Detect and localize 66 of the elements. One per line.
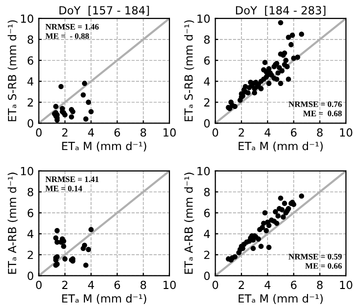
y-tick-label: 10 — [21, 14, 34, 23]
x-tick-label: 0 — [212, 128, 218, 137]
x-tick-label: 8 — [140, 128, 146, 137]
x-tick-label: 8 — [317, 128, 323, 137]
y-tick-label: 2 — [204, 250, 210, 259]
x-tick-label: 2 — [238, 280, 244, 289]
x-tick-label: 10 — [340, 280, 352, 290]
x-axis-title: ETₐ M (mm d⁻¹) — [238, 142, 323, 152]
y-tick-label: 2 — [204, 98, 210, 106]
y-tick-label: 4 — [204, 77, 210, 86]
x-tick-label: 10 — [164, 128, 176, 137]
y-tick-label: 4 — [204, 230, 210, 238]
x-tick-label: 4 — [264, 128, 270, 137]
annotation: NRMSE = 0.59 — [288, 254, 342, 260]
annotation: ME = 0.68 — [303, 110, 342, 116]
x-tick-label: 2 — [62, 128, 68, 137]
x-tick-label: 8 — [140, 280, 146, 290]
x-tick-label: 2 — [62, 280, 68, 289]
y-tick-label: 6 — [204, 56, 210, 65]
x-axis-title: ETₐ M (mm d⁻¹) — [62, 294, 146, 304]
x-tick-label: 0 — [36, 128, 42, 137]
x-tick-label: 0 — [36, 280, 42, 290]
y-tick-label: 2 — [28, 98, 33, 106]
y-axis-title: ETₐ A-RB (mm d⁻¹) — [184, 172, 194, 274]
y-tick-label: 0 — [204, 272, 210, 280]
annotation: ME = - 0.88 — [46, 33, 89, 39]
x-tick-label: 6 — [290, 280, 297, 290]
y-axis-title: ETₐ S-RB (mm d⁻¹) — [8, 20, 18, 122]
y-axis-title: ETₐ S-RB (mm d⁻¹) — [184, 20, 194, 122]
x-tick-label: 4 — [88, 280, 94, 289]
y-tick-label: 10 — [21, 166, 34, 176]
x-tick-label: 0 — [212, 280, 218, 290]
y-tick-label: 4 — [27, 77, 34, 86]
x-tick-label: 6 — [290, 128, 297, 137]
x-tick-label: 4 — [264, 280, 270, 289]
y-tick-label: 8 — [204, 35, 210, 44]
y-tick-label: 4 — [27, 230, 34, 238]
y-tick-label: 6 — [28, 208, 34, 218]
y-tick-label: 0 — [28, 272, 34, 280]
y-tick-label: 10 — [198, 14, 210, 23]
x-tick-label: 6 — [114, 280, 120, 290]
y-tick-label: 0 — [204, 119, 210, 128]
x-axis-title: ETₐ M (mm d⁻¹) — [238, 294, 323, 304]
annotation: NRMSE = 1.46 — [46, 24, 99, 30]
y-axis-title: ETₐ A-RB (mm d⁻¹) — [8, 172, 18, 274]
x-tick-label: 10 — [164, 280, 176, 290]
annotation: ME = 0.14 — [46, 186, 82, 192]
annotation: ME = 0.66 — [305, 263, 342, 269]
x-tick-label: 6 — [114, 128, 120, 137]
y-tick-label: 6 — [28, 56, 34, 65]
y-tick-label: 8 — [204, 188, 210, 196]
y-tick-label: 6 — [204, 208, 210, 218]
x-tick-label: 10 — [340, 128, 352, 137]
y-tick-label: 10 — [198, 166, 210, 176]
x-tick-label: 4 — [88, 128, 94, 137]
y-tick-label: 2 — [28, 250, 33, 259]
annotation: NRMSE = 1.41 — [46, 176, 99, 182]
x-tick-label: 8 — [317, 280, 323, 290]
y-tick-label: 0 — [28, 119, 34, 128]
y-tick-label: 8 — [28, 188, 34, 196]
x-axis-title: ETₐ M (mm d⁻¹) — [62, 142, 146, 152]
chart-title: DoY [157 - 184] — [60, 6, 149, 16]
y-tick-label: 8 — [28, 35, 34, 44]
annotation: NRMSE = 0.76 — [288, 101, 342, 108]
x-tick-label: 2 — [238, 128, 244, 137]
chart-title: DoY [184 - 283] — [236, 6, 326, 16]
